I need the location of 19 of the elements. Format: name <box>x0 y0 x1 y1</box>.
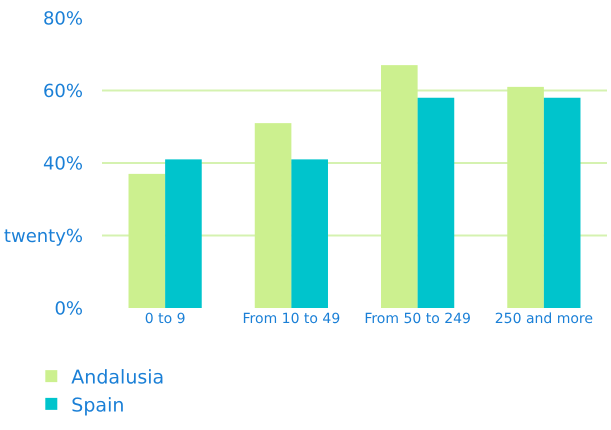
y-tick-label: 60% <box>42 80 83 102</box>
bar <box>254 123 292 308</box>
x-tick-label: 0 to 9 <box>144 311 186 327</box>
legend-label: Spain <box>71 394 124 416</box>
x-tick-label: From 10 to 49 <box>242 311 340 327</box>
bar <box>165 159 202 308</box>
legend-label: Andalusia <box>71 366 164 389</box>
y-tick-label: 0% <box>54 298 83 320</box>
y-tick-label: 80% <box>42 8 83 30</box>
y-tick-label: 40% <box>42 153 83 174</box>
x-tick-label: 250 and more <box>494 311 593 327</box>
bar <box>291 159 328 308</box>
x-tick-label: From 50 to 249 <box>364 311 471 327</box>
bar <box>507 86 544 308</box>
bar <box>418 98 454 308</box>
bar <box>128 174 166 308</box>
bar <box>544 98 580 308</box>
y-tick-label: twenty% <box>4 226 83 247</box>
bar <box>381 65 418 308</box>
